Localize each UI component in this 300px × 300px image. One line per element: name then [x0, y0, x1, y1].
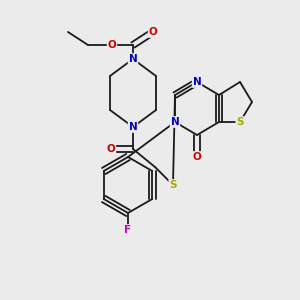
- Text: N: N: [171, 117, 179, 127]
- Text: N: N: [129, 122, 137, 132]
- Text: N: N: [129, 54, 137, 64]
- Text: O: O: [148, 27, 158, 37]
- Text: O: O: [108, 40, 116, 50]
- Text: O: O: [193, 152, 201, 162]
- Text: O: O: [106, 144, 116, 154]
- Text: F: F: [124, 225, 132, 235]
- Text: S: S: [236, 117, 244, 127]
- Text: N: N: [193, 77, 201, 87]
- Text: S: S: [169, 180, 177, 190]
